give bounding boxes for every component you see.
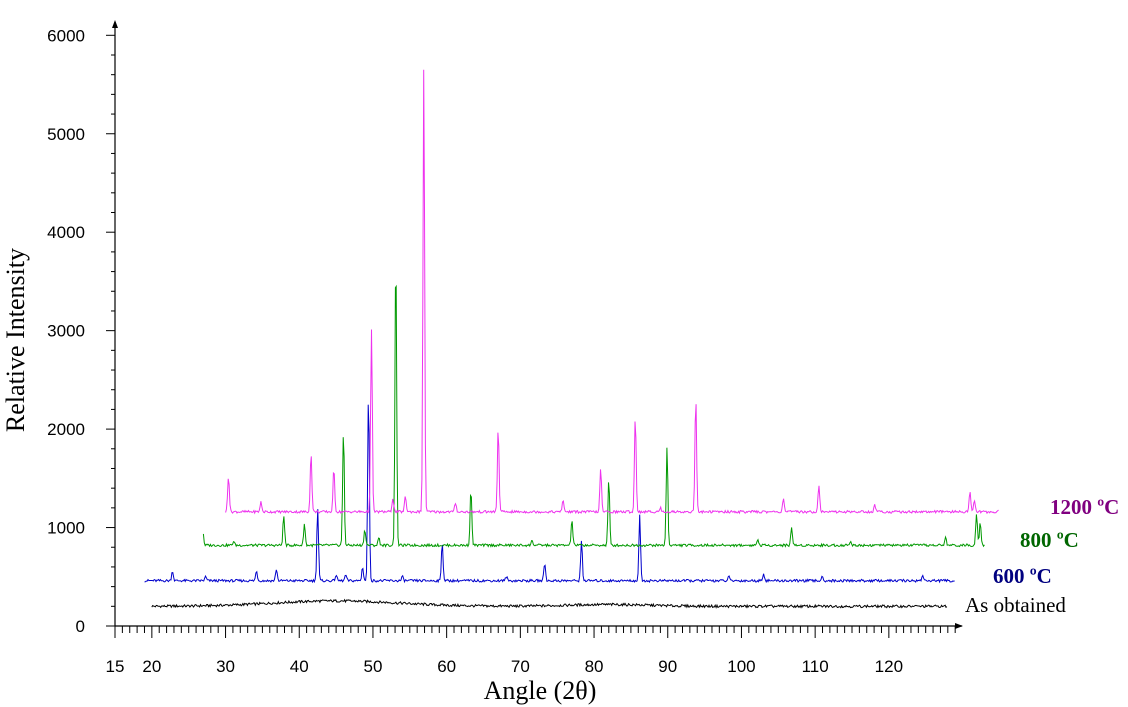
- series-line-0: [151, 598, 948, 609]
- y-axis-title: Relative Intensity: [1, 248, 30, 432]
- x-axis-arrow: [955, 623, 963, 629]
- series-labels: As obtained 600 ºC 800 ºC 1200 ºC: [965, 495, 1119, 617]
- y-tick-label: 2000: [47, 420, 85, 439]
- series-label-1: 600 ºC: [993, 564, 1052, 588]
- series-line-1: [144, 404, 955, 584]
- y-tick-label: 0: [76, 617, 85, 636]
- y-axis: 0 1000 2000 3000 4000 5000 6000: [47, 20, 118, 636]
- y-tick-label: 6000: [47, 26, 85, 45]
- x-tick-label: 60: [437, 657, 456, 676]
- series-label-2: 800 ºC: [1020, 528, 1079, 552]
- x-axis: 15 20 30 40 50 60 70 80 90 100 110 120: [106, 623, 963, 676]
- x-tick-label: 110: [802, 657, 829, 676]
- x-tick-label: 100: [727, 657, 755, 676]
- series-line-2: [202, 284, 985, 548]
- x-tick-label: 50: [363, 657, 382, 676]
- series-label-3: 1200 ºC: [1050, 495, 1119, 519]
- y-axis-arrow: [112, 20, 118, 28]
- x-tick-label: 40: [290, 657, 309, 676]
- x-tick-label: 15: [106, 657, 125, 676]
- plot-area: [144, 69, 999, 609]
- y-tick-label: 4000: [47, 223, 85, 242]
- x-tick-label: 120: [875, 657, 903, 676]
- y-tick-label: 5000: [47, 125, 85, 144]
- y-tick-label: 1000: [47, 519, 85, 538]
- series-label-0: As obtained: [965, 593, 1066, 617]
- series-line-3: [225, 69, 999, 515]
- y-tick-label: 3000: [47, 322, 85, 341]
- x-axis-title: Angle (2θ): [484, 676, 597, 705]
- x-tick-label: 90: [658, 657, 677, 676]
- x-tick-label: 20: [142, 657, 161, 676]
- x-tick-label: 30: [216, 657, 235, 676]
- x-tick-label: 70: [511, 657, 530, 676]
- x-tick-label: 80: [585, 657, 604, 676]
